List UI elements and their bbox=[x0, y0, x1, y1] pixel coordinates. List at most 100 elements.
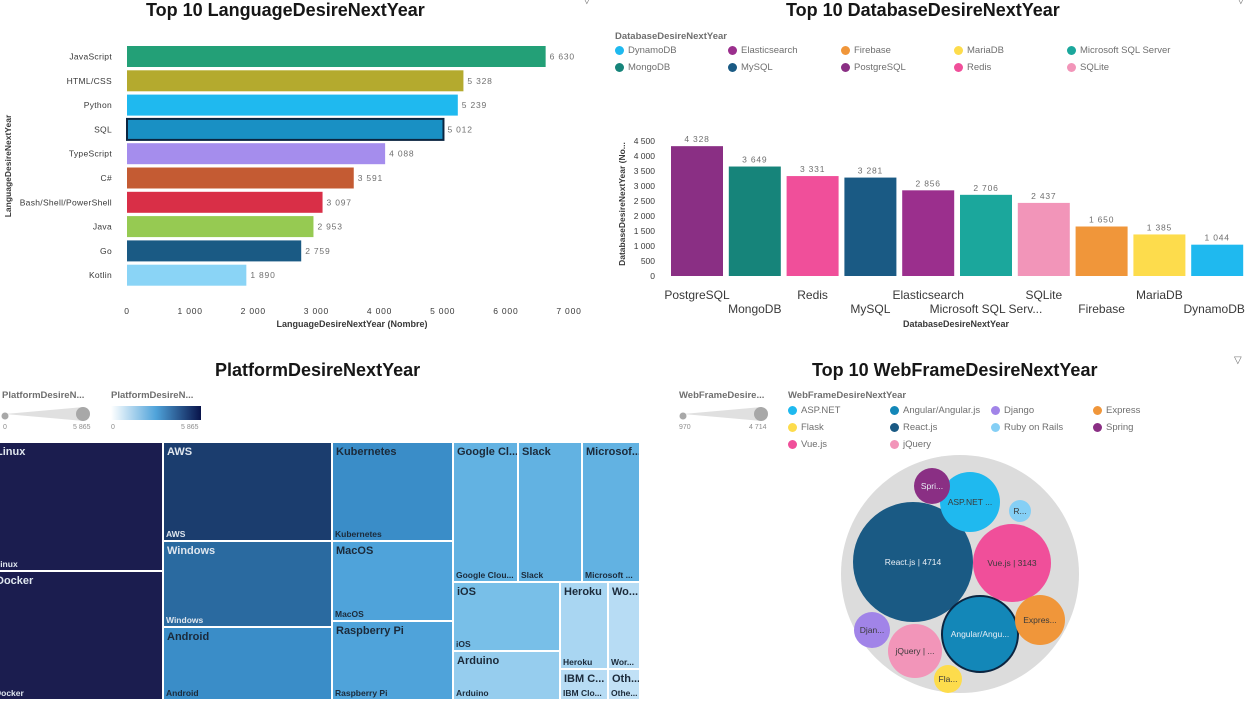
treemap-cell-label: Kubernetes bbox=[336, 446, 397, 458]
legend-swatch bbox=[1067, 46, 1076, 55]
bubble-django bbox=[854, 612, 890, 648]
data-label: 2 759 bbox=[305, 246, 330, 256]
legend-item-postgresql[interactable]: PostgreSQL bbox=[841, 62, 906, 73]
category-label: SQLite bbox=[1025, 288, 1062, 302]
treemap-cell-slack[interactable]: Slack Slack bbox=[518, 442, 582, 582]
category-label: DynamoDB bbox=[1184, 302, 1245, 316]
category-label: C# bbox=[101, 173, 112, 183]
legend-item-asp-net[interactable]: ASP.NET bbox=[788, 405, 840, 416]
size-range-slider[interactable] bbox=[0, 404, 95, 424]
legend-swatch bbox=[890, 406, 899, 415]
legend-item-angular-angular-js[interactable]: Angular/Angular.js bbox=[890, 405, 980, 416]
treemap-cell-label: IBM C... bbox=[564, 673, 605, 685]
treemap-cell-sublabel: AWS bbox=[166, 529, 186, 539]
range-min: 0 bbox=[111, 424, 115, 431]
legend-title: WebFrameDesireNextYear bbox=[788, 390, 907, 401]
bubble-label: Fla... bbox=[939, 674, 958, 684]
legend-item-flask[interactable]: Flask bbox=[788, 422, 824, 433]
y-tick-label: 0 bbox=[650, 271, 655, 281]
treemap-cell-sublabel: Linux bbox=[0, 559, 18, 569]
legend-item-sqlite[interactable]: SQLite bbox=[1067, 62, 1109, 73]
data-label: 2 437 bbox=[1031, 191, 1056, 201]
bubble-label: jQuery | ... bbox=[894, 646, 934, 656]
legend-item-dynamodb[interactable]: DynamoDB bbox=[615, 45, 677, 56]
treemap-cell-google-clou[interactable]: Google Cl... Google Clou... bbox=[453, 442, 518, 582]
legend-title: DatabaseDesireNextYear bbox=[615, 31, 727, 42]
legend-label: SQLite bbox=[1080, 62, 1110, 73]
treemap-cell-sublabel: Microsoft ... bbox=[585, 570, 633, 580]
x-tick-label: 4 000 bbox=[367, 306, 392, 316]
y-tick-label: 500 bbox=[641, 256, 655, 266]
treemap-cell-linux[interactable]: Linux Linux bbox=[0, 442, 163, 571]
bubble-spring bbox=[914, 468, 950, 504]
treemap-cell-kubernetes[interactable]: Kubernetes Kubernetes bbox=[332, 442, 453, 541]
legend-swatch bbox=[728, 63, 737, 72]
legend-item-redis[interactable]: Redis bbox=[954, 62, 991, 73]
color-scale-bar bbox=[111, 406, 201, 420]
bar-python bbox=[127, 94, 458, 116]
legend-swatch bbox=[728, 46, 737, 55]
category-label: Elasticsearch bbox=[893, 288, 964, 302]
treemap-cell-raspberry-pi[interactable]: Raspberry Pi Raspberry Pi bbox=[332, 621, 453, 700]
data-label: 3 281 bbox=[858, 166, 883, 176]
size-range-slider[interactable] bbox=[678, 404, 773, 424]
legend-item-elasticsearch[interactable]: Elasticsearch bbox=[728, 45, 798, 56]
legend-label: React.js bbox=[903, 422, 938, 433]
data-label: 5 012 bbox=[447, 124, 472, 134]
bubble-label: Vue.js | 3143 bbox=[987, 558, 1036, 568]
treemap-cell-label: Oth... bbox=[612, 673, 640, 685]
legend-swatch bbox=[788, 440, 797, 449]
legend-item-django[interactable]: Django bbox=[991, 405, 1034, 416]
legend-item-firebase[interactable]: Firebase bbox=[841, 45, 891, 56]
category-label: MariaDB bbox=[1136, 288, 1183, 302]
x-tick-label: 0 bbox=[124, 306, 130, 316]
legend-item-mongodb[interactable]: MongoDB bbox=[615, 62, 670, 73]
category-label: Go bbox=[100, 246, 112, 256]
x-axis-label: DatabaseDesireNextYear bbox=[903, 319, 1010, 329]
treemap-cell-sublabel: Heroku bbox=[563, 657, 593, 667]
treemap-cell-windows[interactable]: Windows Windows bbox=[163, 541, 332, 627]
treemap-cell-sublabel: Android bbox=[166, 688, 199, 698]
databases-panel: Top 10 DatabaseDesireNextYear ▽ Database… bbox=[610, 0, 1251, 345]
legend-item-vue-js[interactable]: Vue.js bbox=[788, 439, 827, 450]
legend-swatch bbox=[954, 46, 963, 55]
legend-swatch bbox=[1067, 63, 1076, 72]
legend-item-react-js[interactable]: React.js bbox=[890, 422, 937, 433]
treemap-cell-label: Docker bbox=[0, 575, 34, 587]
y-tick-label: 3 500 bbox=[634, 166, 656, 176]
legend-item-mysql[interactable]: MySQL bbox=[728, 62, 773, 73]
bubble-label: Expres... bbox=[1023, 615, 1057, 625]
legend-item-express[interactable]: Express bbox=[1093, 405, 1140, 416]
legend-item-spring[interactable]: Spring bbox=[1093, 422, 1133, 433]
legend-item-jquery[interactable]: jQuery bbox=[890, 439, 931, 450]
bubble-label: Angular/Angu... bbox=[951, 629, 1010, 639]
bubble-react-js bbox=[853, 502, 973, 622]
treemap-cell-docker[interactable]: Docker Docker bbox=[0, 571, 163, 700]
treemap-cell-wor[interactable]: Wo... Wor... bbox=[608, 582, 640, 669]
legend-item-ruby-on-rails[interactable]: Ruby on Rails bbox=[991, 422, 1063, 433]
treemap-cell-othe[interactable]: Oth... Othe... bbox=[608, 669, 640, 700]
treemap-cell-ios[interactable]: iOS iOS bbox=[453, 582, 560, 651]
treemap-cell-ibm-clo[interactable]: IBM C... IBM Clo... bbox=[560, 669, 608, 700]
legend-item-microsoft-sql-server[interactable]: Microsoft SQL Server bbox=[1067, 45, 1170, 56]
treemap-cell-sublabel: MacOS bbox=[335, 609, 364, 619]
treemap-cell-sublabel: Google Clou... bbox=[456, 570, 514, 580]
filter-icon[interactable]: ▽ bbox=[1234, 355, 1242, 366]
treemap-cell-heroku[interactable]: Heroku Heroku bbox=[560, 582, 608, 669]
platforms-treemap: LinuxLinuxDockerDockerAWSAWSWindowsWindo… bbox=[0, 442, 640, 700]
filter-icon[interactable]: ▽ bbox=[583, 0, 591, 6]
treemap-cell-arduino[interactable]: Arduino Arduino bbox=[453, 651, 560, 700]
filter-icon[interactable]: ▽ bbox=[1237, 0, 1245, 6]
treemap-cell-sublabel: Wor... bbox=[611, 657, 634, 667]
legend-label: jQuery bbox=[903, 439, 931, 450]
treemap-cell-microsoft[interactable]: Microsof... Microsoft ... bbox=[582, 442, 640, 582]
size-slider-label: WebFrameDesire... bbox=[679, 390, 765, 401]
treemap-cell-android[interactable]: Android Android bbox=[163, 627, 332, 700]
y-tick-label: 4 000 bbox=[634, 151, 656, 161]
legend-label: DynamoDB bbox=[628, 45, 677, 56]
legend-item-mariadb[interactable]: MariaDB bbox=[954, 45, 1004, 56]
treemap-cell-macos[interactable]: MacOS MacOS bbox=[332, 541, 453, 621]
category-label: Firebase bbox=[1078, 302, 1125, 316]
bubble-flask bbox=[934, 665, 962, 693]
treemap-cell-aws[interactable]: AWS AWS bbox=[163, 442, 332, 541]
